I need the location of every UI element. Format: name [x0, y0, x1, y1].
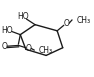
Text: O: O [2, 42, 8, 51]
Text: HO: HO [2, 26, 13, 35]
Text: O: O [26, 44, 32, 53]
Text: O: O [63, 19, 69, 28]
Text: CH₃: CH₃ [39, 46, 53, 55]
Text: HO: HO [17, 12, 29, 21]
Text: CH₃: CH₃ [77, 16, 91, 24]
